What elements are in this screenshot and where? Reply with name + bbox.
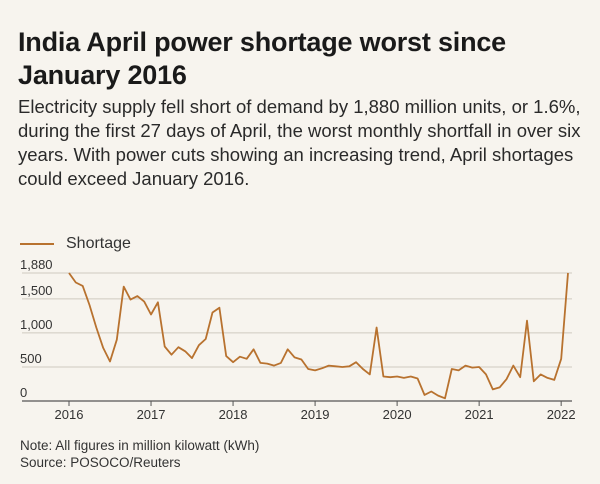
chart-subtitle: Electricity supply fell short of demand … <box>18 96 581 189</box>
y-tick-label: 1,880 <box>20 257 53 272</box>
y-tick-label: 0 <box>20 385 27 400</box>
x-tick-label: 2018 <box>219 407 248 422</box>
chart-source: Source: POSOCO/Reuters <box>20 455 181 470</box>
legend-label: Shortage <box>66 235 131 252</box>
series-line-shortage <box>68 272 569 400</box>
x-tick-label: 2022 <box>547 407 576 422</box>
chart-footer: Note: All figures in million kilowatt (k… <box>20 437 259 471</box>
y-tick-label: 500 <box>20 351 42 366</box>
chart-legend: Shortage <box>20 233 131 255</box>
line-chart: 0 500 1,000 1,500 1,880 2016 2017 2018 2019 2020 2… <box>20 257 576 422</box>
chart-note: Note: All figures in million kilowatt (k… <box>20 438 260 453</box>
chart-title: India April power shortage worst since J… <box>18 27 506 90</box>
x-tick-label: 2016 <box>55 407 84 422</box>
y-tick-label: 1,500 <box>20 283 53 298</box>
x-tick-label: 2020 <box>383 407 412 422</box>
x-tick-label: 2021 <box>465 407 494 422</box>
legend-line-swatch <box>20 243 54 245</box>
y-tick-label: 1,000 <box>20 317 53 332</box>
x-tick-label: 2017 <box>137 407 166 422</box>
x-tick-label: 2019 <box>301 407 330 422</box>
